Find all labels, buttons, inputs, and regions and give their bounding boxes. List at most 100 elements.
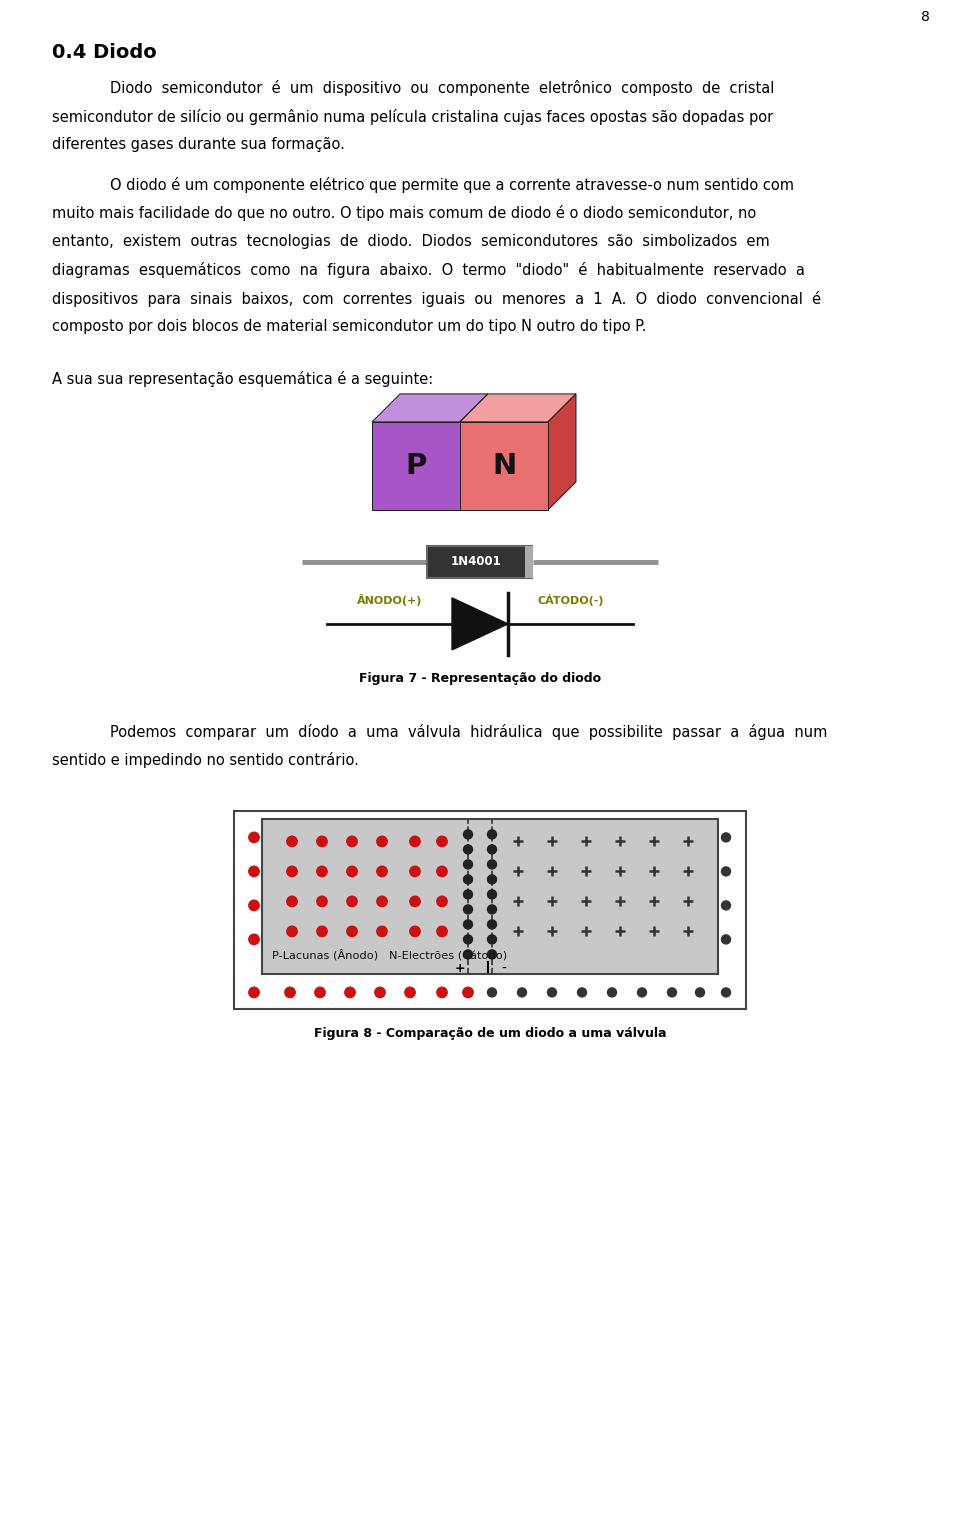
Text: ÂNODO(+): ÂNODO(+) [357, 594, 422, 606]
Circle shape [488, 935, 496, 944]
Circle shape [695, 988, 705, 997]
Circle shape [488, 904, 496, 914]
Circle shape [249, 832, 259, 842]
Circle shape [347, 926, 357, 936]
Circle shape [437, 836, 447, 847]
Circle shape [488, 861, 496, 870]
Text: N: N [492, 451, 516, 480]
Circle shape [287, 926, 298, 936]
Circle shape [722, 833, 731, 842]
Circle shape [374, 988, 385, 997]
Circle shape [287, 836, 298, 847]
Circle shape [347, 836, 357, 847]
Circle shape [287, 897, 298, 906]
Polygon shape [460, 394, 488, 511]
Text: composto por dois blocos de material semicondutor um do tipo N outro do tipo P.: composto por dois blocos de material sem… [52, 320, 646, 335]
Circle shape [410, 836, 420, 847]
Circle shape [437, 897, 447, 906]
Text: 1N4001: 1N4001 [450, 556, 501, 568]
Circle shape [437, 867, 447, 877]
Circle shape [637, 988, 646, 997]
Circle shape [437, 988, 447, 997]
Circle shape [464, 845, 472, 854]
Circle shape [410, 926, 420, 936]
Text: O diodo é um componente elétrico que permite que a corrente atravesse-o num sent: O diodo é um componente elétrico que per… [110, 177, 794, 192]
Circle shape [464, 920, 472, 929]
Circle shape [437, 926, 447, 936]
Text: muito mais facilidade do que no outro. O tipo mais comum de diodo é o diodo semi: muito mais facilidade do que no outro. O… [52, 206, 756, 221]
Text: -: - [501, 962, 507, 976]
Circle shape [285, 988, 296, 997]
Text: Figura 7 - Representação do diodo: Figura 7 - Representação do diodo [359, 671, 601, 685]
Circle shape [464, 935, 472, 944]
Circle shape [376, 867, 387, 877]
FancyBboxPatch shape [524, 545, 533, 577]
Polygon shape [548, 394, 576, 511]
Circle shape [405, 988, 415, 997]
Circle shape [410, 867, 420, 877]
Circle shape [488, 830, 496, 839]
Polygon shape [460, 421, 548, 511]
Circle shape [722, 867, 731, 876]
Circle shape [317, 897, 327, 906]
Text: Diodo  semicondutor  é  um  dispositivo  ou  componente  eletrônico  composto  d: Diodo semicondutor é um dispositivo ou c… [110, 80, 775, 95]
Text: diagramas  esquemáticos  como  na  figura  abaixo.  O  termo  "diodo"  é  habitu: diagramas esquemáticos como na figura ab… [52, 262, 804, 279]
Circle shape [464, 830, 472, 839]
Circle shape [317, 926, 327, 936]
Circle shape [249, 900, 259, 911]
Circle shape [464, 904, 472, 914]
Circle shape [347, 867, 357, 877]
Circle shape [517, 988, 526, 997]
Circle shape [488, 889, 496, 898]
Circle shape [249, 935, 259, 944]
Circle shape [249, 867, 259, 877]
Circle shape [722, 935, 731, 944]
Circle shape [608, 988, 616, 997]
Circle shape [722, 988, 731, 997]
Polygon shape [372, 421, 460, 511]
Circle shape [410, 897, 420, 906]
Text: 0.4 Diodo: 0.4 Diodo [52, 42, 156, 62]
Text: Podemos  comparar  um  díodo  a  uma  válvula  hidráulica  que  possibilite  pas: Podemos comparar um díodo a uma válvula … [110, 724, 828, 739]
FancyBboxPatch shape [427, 545, 533, 577]
Circle shape [488, 950, 496, 959]
Circle shape [464, 889, 472, 898]
Circle shape [488, 874, 496, 883]
Text: semicondutor de silício ou germânio numa película cristalina cujas faces opostas: semicondutor de silício ou germânio numa… [52, 109, 773, 124]
Polygon shape [460, 394, 576, 421]
Text: diferentes gases durante sua formação.: diferentes gases durante sua formação. [52, 136, 345, 152]
Circle shape [722, 901, 731, 911]
Circle shape [315, 988, 325, 997]
Circle shape [249, 988, 259, 997]
Circle shape [547, 988, 557, 997]
Circle shape [488, 845, 496, 854]
Circle shape [287, 867, 298, 877]
Text: entanto,  existem  outras  tecnologias  de  diodo.  Diodos  semicondutores  são : entanto, existem outras tecnologias de d… [52, 233, 770, 248]
Circle shape [317, 867, 327, 877]
Circle shape [376, 897, 387, 906]
Text: P: P [405, 451, 426, 480]
Text: dispositivos  para  sinais  baixos,  com  correntes  iguais  ou  menores  a  1  : dispositivos para sinais baixos, com cor… [52, 291, 821, 308]
Circle shape [376, 926, 387, 936]
FancyBboxPatch shape [262, 820, 718, 974]
Circle shape [667, 988, 677, 997]
Circle shape [488, 988, 496, 997]
Circle shape [376, 836, 387, 847]
Circle shape [578, 988, 587, 997]
Text: CÁTODO(-): CÁTODO(-) [538, 594, 604, 606]
Text: A sua sua representação esquemática é a seguinte:: A sua sua representação esquemática é a … [52, 371, 433, 386]
Text: +: + [455, 962, 466, 974]
Text: sentido e impedindo no sentido contrário.: sentido e impedindo no sentido contrário… [52, 753, 359, 768]
Polygon shape [372, 394, 488, 421]
Circle shape [464, 874, 472, 883]
Text: Figura 8 - Comparação de um diodo a uma válvula: Figura 8 - Comparação de um diodo a uma … [314, 1027, 666, 1041]
Circle shape [464, 950, 472, 959]
Polygon shape [452, 598, 508, 650]
Circle shape [488, 920, 496, 929]
Circle shape [345, 988, 355, 997]
Circle shape [317, 836, 327, 847]
Text: P-Lacunas (Ânodo)   N-Electrões (Cátodo): P-Lacunas (Ânodo) N-Electrões (Cátodo) [272, 948, 507, 961]
Circle shape [347, 897, 357, 906]
Circle shape [463, 988, 473, 997]
Circle shape [464, 861, 472, 870]
